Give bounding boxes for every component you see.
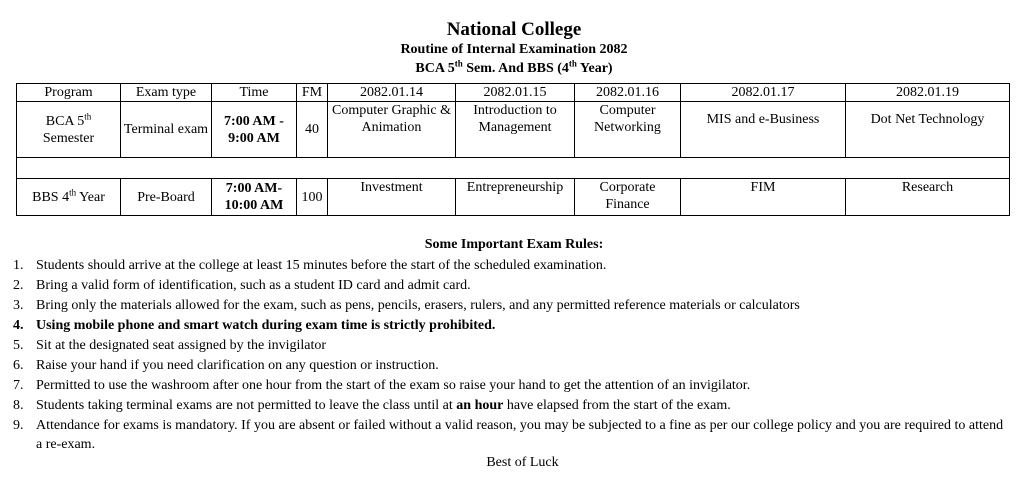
subject-cell: Dot Net Technology <box>845 101 1010 158</box>
exam-routine-table: Program Exam type Time FM 2082.01.14 208… <box>16 83 1010 216</box>
header-cell: 2082.01.19 <box>845 83 1010 102</box>
header-cell: 2082.01.17 <box>680 83 846 102</box>
subject-cell: Computer Graphic & Animation <box>327 101 456 158</box>
time-cell: 7:00 AM- 10:00 AM <box>211 178 297 216</box>
table-row: BCA 5th Semester Terminal exam 7:00 AM -9… <box>16 101 1010 158</box>
subject-cell: Computer Networking <box>574 101 681 158</box>
closing-text: Best of Luck <box>486 455 559 470</box>
header-cell: 2082.01.14 <box>327 83 456 102</box>
subject-cell: Research <box>845 178 1010 216</box>
header-cell: Exam type <box>120 83 212 102</box>
subject-cell: FIM <box>680 178 846 216</box>
rule-item: 2. Bring a valid form of identification, … <box>13 278 471 293</box>
fm-cell: 40 <box>296 101 328 158</box>
header-cell: Program <box>16 83 121 102</box>
fm-cell: 100 <box>296 178 328 216</box>
rule-item: 3. Bring only the materials allowed for t… <box>13 298 800 313</box>
header-cell: Time <box>211 83 297 102</box>
rule-item: 9. Attendance for exams is mandatory. If … <box>13 418 1004 452</box>
rules-heading: Some Important Exam Rules: <box>424 237 604 252</box>
programs-subtitle: BCA 5th Sem. And BBS (4th Year) <box>415 58 613 76</box>
rule-item: 4. Using mobile phone and smart watch dur… <box>13 318 496 333</box>
college-title: National College <box>446 19 582 40</box>
subject-cell: Corporate Finance <box>574 178 681 216</box>
rule-item: 8. Students taking terminal exams are not… <box>13 398 731 413</box>
rule-item: 5. Sit at the designated seat assigned by… <box>13 338 327 353</box>
routine-title: Routine of Internal Examination 2082 <box>400 42 628 57</box>
rule-item: 1. Students should arrive at the college … <box>13 258 607 273</box>
subject-cell: MIS and e-Business <box>680 101 846 158</box>
rule-item: 6. Raise your hand if you need clarificat… <box>13 358 439 373</box>
table-row: BBS 4th Year Pre-Board 7:00 AM- 10:00 AM … <box>16 178 1010 216</box>
header-cell: 2082.01.16 <box>574 83 681 102</box>
exam-type-cell: Pre-Board <box>120 178 212 216</box>
rule-item: 7. Permitted to use the washroom after on… <box>13 378 751 393</box>
empty-cell <box>16 157 1010 179</box>
time-cell: 7:00 AM -9:00 AM <box>211 101 297 158</box>
program-cell: BCA 5th Semester <box>16 101 121 158</box>
subject-cell: Introduction to Management <box>455 101 575 158</box>
header-cell: 2082.01.15 <box>455 83 575 102</box>
subject-cell: Entrepreneurship <box>455 178 575 216</box>
subject-cell: Investment <box>327 178 456 216</box>
program-cell: BBS 4th Year <box>16 178 121 216</box>
spacer-row <box>16 157 1010 179</box>
exam-type-cell: Terminal exam <box>120 101 212 158</box>
table-header-row: Program Exam type Time FM 2082.01.14 208… <box>16 83 1010 102</box>
header-cell: FM <box>296 83 328 102</box>
rules-list: 1. Students should arrive at the college … <box>0 256 1010 454</box>
